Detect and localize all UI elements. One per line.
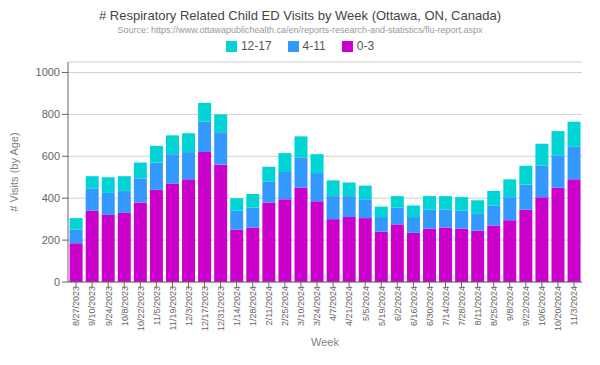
svg-text:400: 400: [42, 192, 60, 204]
svg-text:12/31/2023: 12/31/2023: [216, 286, 226, 331]
svg-text:12/3/2023: 12/3/2023: [184, 286, 194, 326]
svg-text:11/5/2023: 11/5/2023: [152, 286, 162, 325]
svg-text:3/10/2024: 3/10/2024: [296, 286, 306, 326]
svg-text:5/19/2024: 5/19/2024: [377, 286, 387, 326]
svg-text:600: 600: [42, 150, 60, 162]
svg-text:9/8/2024: 9/8/2024: [505, 286, 515, 321]
svg-text:4/7/2024: 4/7/2024: [328, 286, 338, 321]
svg-text:4/21/2024: 4/21/2024: [344, 286, 354, 326]
svg-text:10/8/2023: 10/8/2023: [120, 286, 130, 326]
html-text:4-11: 4-11: [302, 39, 326, 53]
svg-text:800: 800: [42, 108, 60, 120]
html-text:0-3: 0-3: [356, 39, 375, 53]
svg-text:7/28/2024: 7/28/2024: [457, 286, 467, 326]
svg-text:8/25/2024: 8/25/2024: [489, 286, 499, 326]
svg-text:2/25/2024: 2/25/2024: [280, 286, 290, 326]
svg-text:6/2/2024: 6/2/2024: [393, 286, 403, 321]
svg-text:9/24/2023: 9/24/2023: [104, 286, 114, 326]
svg-text:0: 0: [54, 276, 60, 288]
svg-text:8/11/2024: 8/11/2024: [473, 286, 483, 325]
svg-text:10/22/2023: 10/22/2023: [136, 286, 146, 331]
svg-text:6/16/2024: 6/16/2024: [409, 286, 419, 326]
svg-text:# Visits (by Age): # Visits (by Age): [8, 132, 20, 211]
svg-text:200: 200: [42, 234, 60, 246]
svg-text:6/30/2024: 6/30/2024: [425, 286, 435, 326]
svg-text:2/11/2024: 2/11/2024: [264, 286, 274, 325]
svg-text:1/14/2024: 1/14/2024: [232, 286, 242, 326]
html-text:12-17: 12-17: [240, 39, 272, 53]
svg-text:11/19/2023: 11/19/2023: [168, 286, 178, 330]
svg-text:Week: Week: [311, 336, 339, 346]
svg-text:12/17/2023: 12/17/2023: [200, 286, 210, 331]
svg-text:7/14/2024: 7/14/2024: [441, 286, 451, 326]
svg-text:3/24/2024: 3/24/2024: [312, 286, 322, 326]
svg-text:8/27/2023: 8/27/2023: [71, 286, 81, 326]
svg-text:1000: 1000: [36, 66, 60, 78]
html-text:Source: https://www.ottawapubl: Source: https://www.ottawapublichealth.c…: [117, 25, 483, 35]
svg-text:9/10/2023: 9/10/2023: [87, 286, 97, 326]
svg-text:11/3/2024: 11/3/2024: [569, 286, 579, 325]
svg-text:10/6/2024: 10/6/2024: [537, 286, 547, 326]
svg-text:1/28/2024: 1/28/2024: [248, 286, 258, 326]
html-text:# Respiratory Related Child ED: # Respiratory Related Child ED Visits by…: [99, 8, 501, 23]
svg-text:5/5/2024: 5/5/2024: [361, 286, 371, 321]
svg-text:9/22/2024: 9/22/2024: [521, 286, 531, 326]
svg-text:10/20/2024: 10/20/2024: [553, 286, 563, 331]
